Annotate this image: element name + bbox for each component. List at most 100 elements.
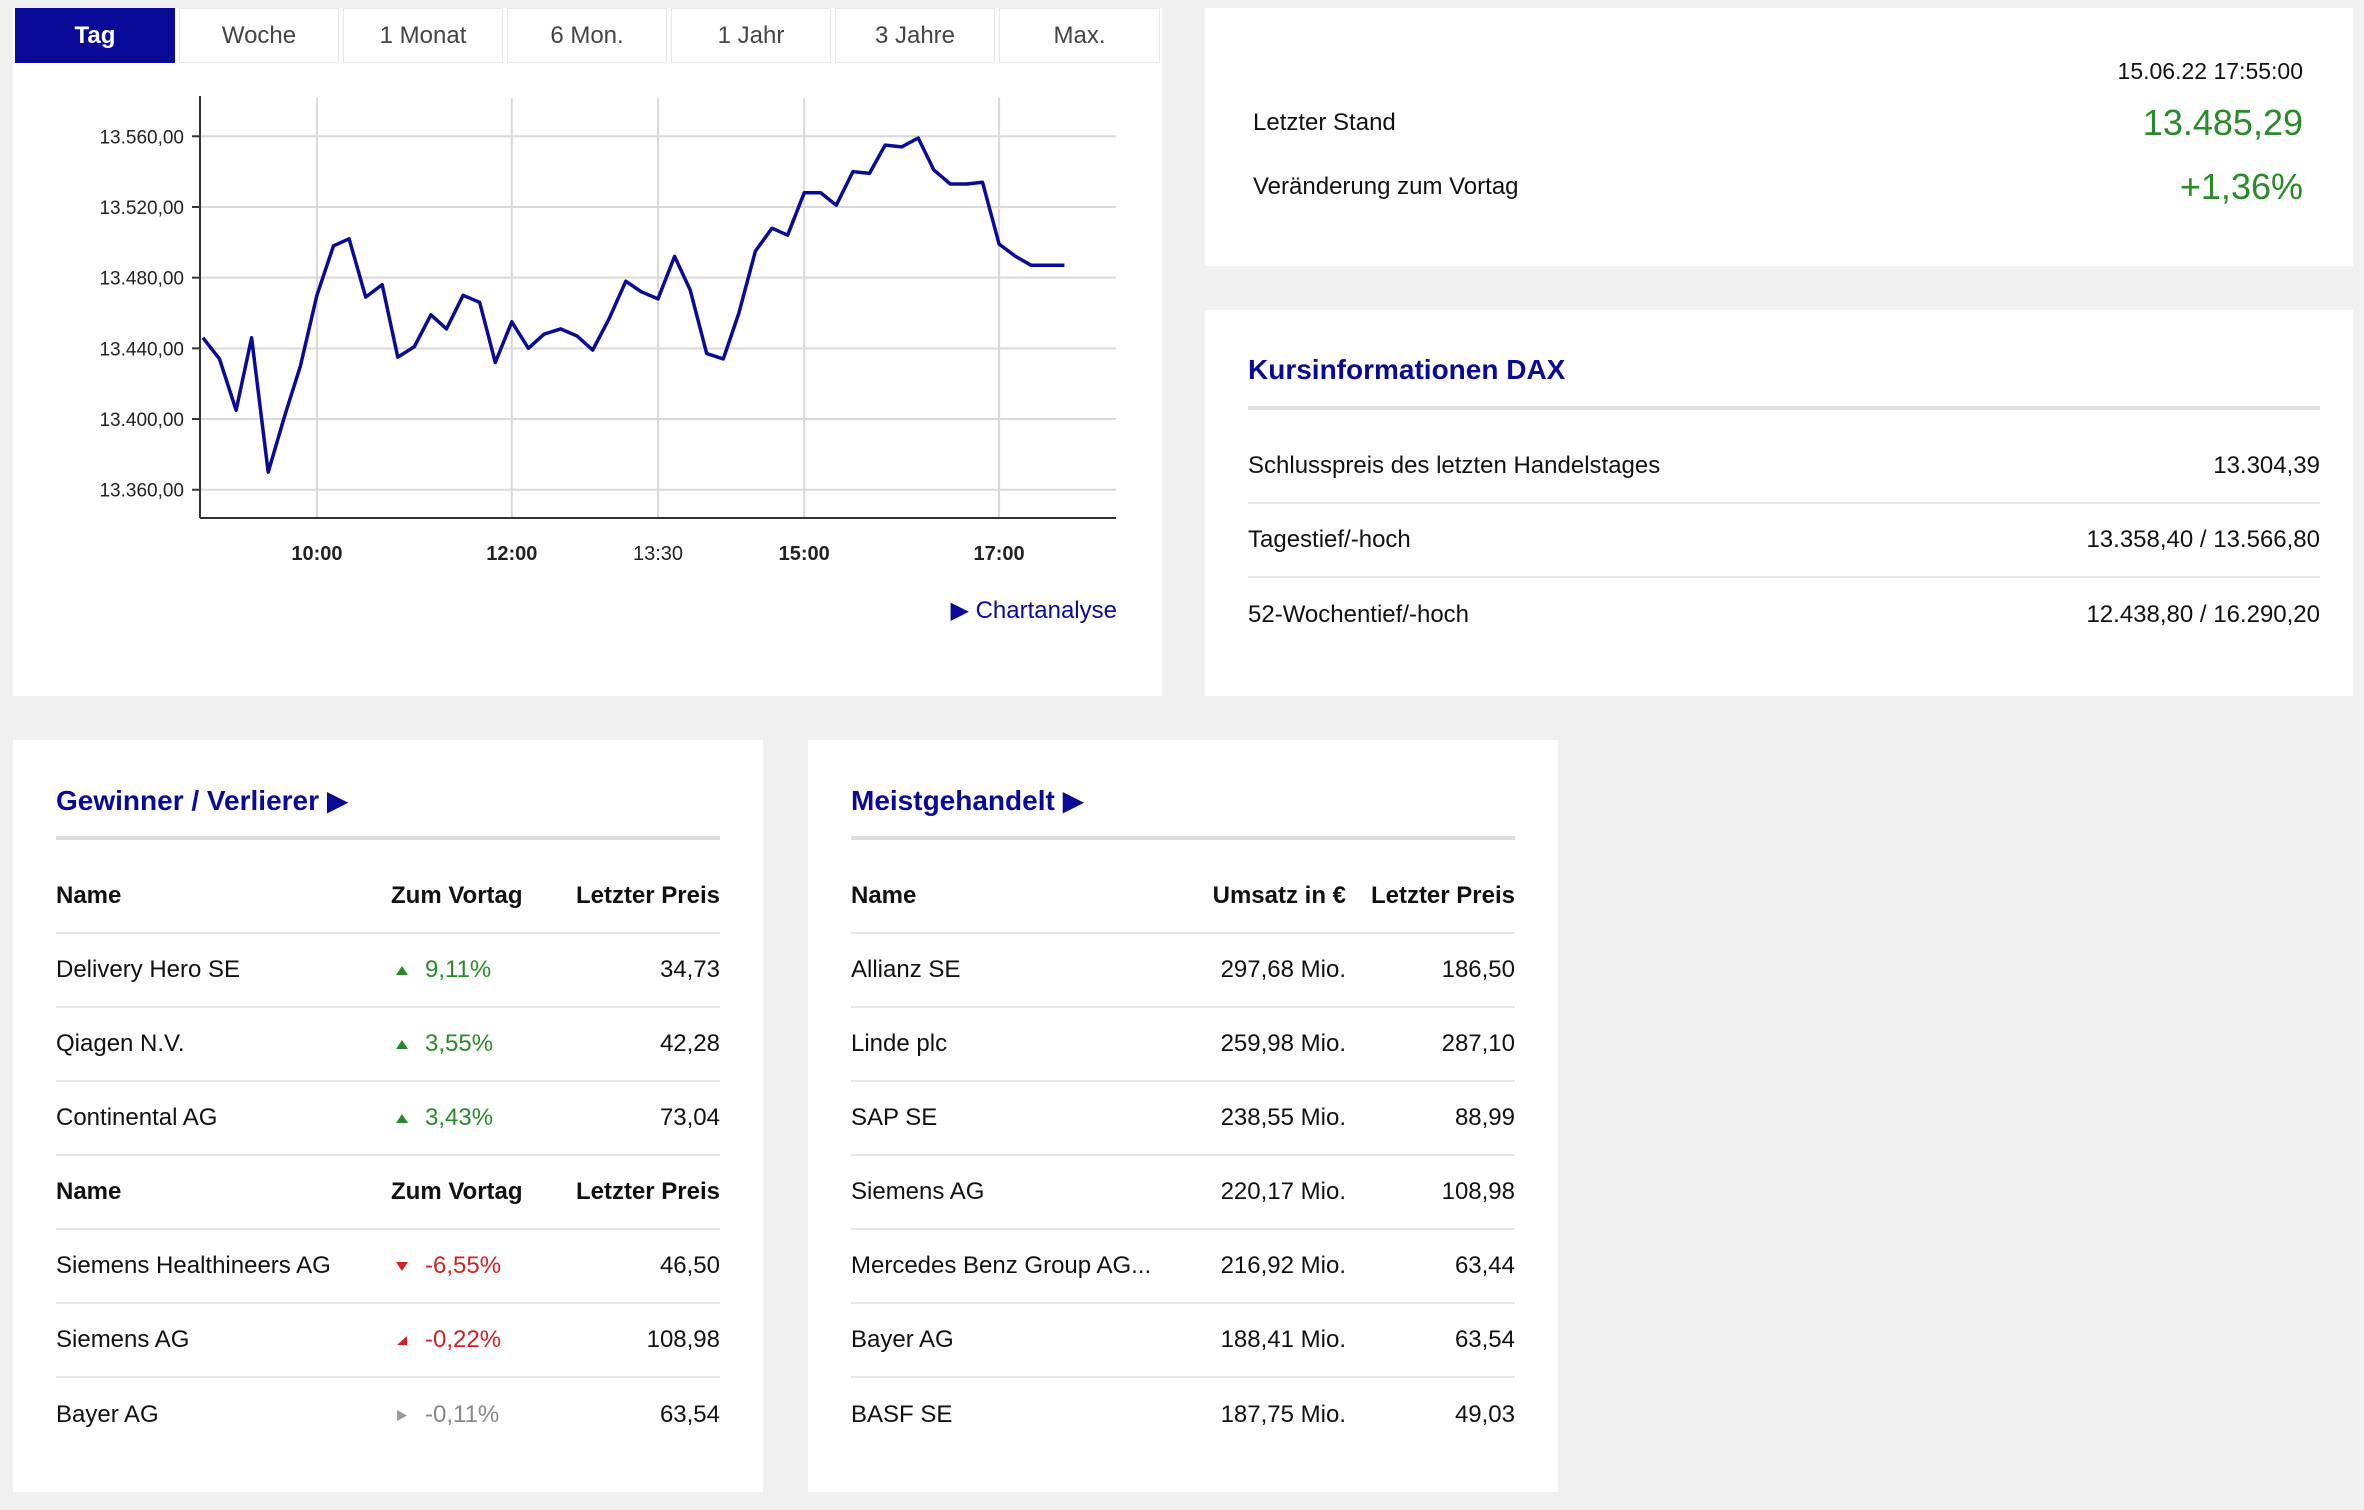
play-arrow-icon: ▶ bbox=[326, 785, 349, 816]
table-row[interactable]: BASF SE 187,75 Mio. 49,03 bbox=[851, 1378, 1515, 1452]
table-row[interactable]: SAP SE 238,55 Mio. 88,99 bbox=[851, 1082, 1515, 1156]
volume-value: 187,75 Mio. bbox=[1220, 1401, 1346, 1428]
y-tick-label: 13.360,00 bbox=[99, 481, 184, 502]
table-row[interactable]: Mercedes Benz Group AG... 216,92 Mio. 63… bbox=[851, 1230, 1515, 1304]
volume-value: 216,92 Mio. bbox=[1220, 1252, 1346, 1279]
y-tick-label: 13.440,00 bbox=[99, 339, 184, 360]
play-arrow-icon: ▶ bbox=[950, 597, 969, 624]
triangle-down-icon bbox=[396, 1262, 408, 1271]
stock-name: Mercedes Benz Group AG... bbox=[851, 1252, 1152, 1279]
title-divider bbox=[1248, 406, 2320, 410]
table-row[interactable]: Siemens AG 220,17 Mio. 108,98 bbox=[851, 1156, 1515, 1230]
volume-value: 238,55 Mio. bbox=[1220, 1104, 1346, 1131]
price-value: 42,28 bbox=[659, 1030, 720, 1057]
header-change: Zum Vortag bbox=[391, 1178, 523, 1205]
header-change: Zum Vortag bbox=[391, 882, 523, 909]
triangle-up-icon bbox=[396, 966, 408, 975]
price-value: 186,50 bbox=[1441, 956, 1515, 983]
table-row[interactable]: Bayer AG 188,41 Mio. 63,54 bbox=[851, 1304, 1515, 1378]
change-value: +1,36% bbox=[2179, 166, 2303, 207]
info-label: Tagestief/-hoch bbox=[1248, 526, 1411, 553]
table-header: Name Umsatz in € Letzter Preis bbox=[851, 860, 1515, 934]
stock-name: Delivery Hero SE bbox=[56, 956, 241, 983]
y-tick-label: 13.480,00 bbox=[99, 269, 184, 290]
table-row[interactable]: Qiagen N.V. 3,55% 42,28 bbox=[56, 1008, 720, 1082]
price-value: 46,50 bbox=[659, 1252, 720, 1279]
change-value: -0,11% bbox=[425, 1401, 500, 1428]
gainers-losers-title-link[interactable]: Gewinner / Verlierer ▶ bbox=[56, 784, 348, 817]
header-name: Name bbox=[56, 882, 122, 909]
info-row: Tagestief/-hoch 13.358,40 / 13.566,80 bbox=[1248, 504, 2320, 578]
header-name: Name bbox=[56, 1178, 122, 1205]
stock-name: Qiagen N.V. bbox=[56, 1030, 185, 1057]
change-label: Veränderung zum Vortag bbox=[1253, 173, 1519, 200]
tab-3-jahre[interactable]: 3 Jahre bbox=[835, 8, 995, 63]
stock-name: Bayer AG bbox=[56, 1401, 159, 1428]
table-row[interactable]: Allianz SE 297,68 Mio. 186,50 bbox=[851, 934, 1515, 1008]
price-line bbox=[201, 136, 1065, 474]
tab-max[interactable]: Max. bbox=[999, 8, 1160, 63]
volume-value: 297,68 Mio. bbox=[1220, 956, 1346, 983]
stock-name: Continental AG bbox=[56, 1104, 218, 1131]
last-price-value: 13.485,29 bbox=[2142, 102, 2303, 143]
stock-name: Allianz SE bbox=[851, 956, 961, 983]
tab-1-jahr[interactable]: 1 Jahr bbox=[671, 8, 831, 63]
table-row[interactable]: Bayer AG -0,11% 63,54 bbox=[56, 1378, 720, 1452]
stock-name: Siemens AG bbox=[56, 1326, 190, 1353]
price-value: 63,54 bbox=[659, 1401, 720, 1428]
info-value: 13.304,39 bbox=[2213, 452, 2320, 479]
stock-name: Bayer AG bbox=[851, 1326, 954, 1353]
header-name: Name bbox=[851, 882, 917, 909]
change-value: 3,55% bbox=[425, 1030, 494, 1057]
gainers-losers-table: Name Zum Vortag Letzter Preis Delivery H… bbox=[56, 860, 720, 1452]
table-row[interactable]: Siemens Healthineers AG -6,55% 46,50 bbox=[56, 1230, 720, 1304]
tab-woche[interactable]: Woche bbox=[179, 8, 339, 63]
change-value: -0,22% bbox=[425, 1326, 502, 1353]
volume-value: 188,41 Mio. bbox=[1220, 1326, 1346, 1353]
stock-name: Siemens Healthineers AG bbox=[56, 1252, 331, 1279]
table-row[interactable]: Delivery Hero SE 9,11% 34,73 bbox=[56, 934, 720, 1008]
price-value: 73,04 bbox=[659, 1104, 720, 1131]
info-row: Schlusspreis des letzten Handelstages 13… bbox=[1248, 430, 2320, 504]
last-price-label: Letzter Stand bbox=[1253, 109, 1396, 136]
price-value: 287,10 bbox=[1441, 1030, 1515, 1057]
title-divider bbox=[851, 836, 1515, 840]
triangle-down-right-icon bbox=[397, 1336, 407, 1345]
chartanalyse-link[interactable]: ▶ Chartanalyse bbox=[950, 596, 1117, 625]
info-value: 12.438,80 / 16.290,20 bbox=[2086, 601, 2320, 628]
change-value: 9,11% bbox=[425, 956, 492, 983]
info-label: 52-Wochentief/-hoch bbox=[1248, 601, 1470, 628]
tab-6-mon[interactable]: 6 Mon. bbox=[507, 8, 667, 63]
price-value: 34,73 bbox=[659, 956, 720, 983]
table-row[interactable]: Linde plc 259,98 Mio. 287,10 bbox=[851, 1008, 1515, 1082]
change-value: 3,43% bbox=[425, 1104, 494, 1131]
price-value: 63,54 bbox=[1454, 1326, 1515, 1353]
volume-value: 220,17 Mio. bbox=[1220, 1178, 1346, 1205]
gainers-losers-title: Gewinner / Verlierer bbox=[56, 785, 320, 816]
table-header: Name Zum Vortag Letzter Preis bbox=[56, 1156, 720, 1230]
info-row: 52-Wochentief/-hoch 12.438,80 / 16.290,2… bbox=[1248, 578, 2320, 652]
tab-tag[interactable]: Tag bbox=[15, 8, 175, 63]
gainers-losers-panel: Gewinner / Verlierer ▶ Name Zum Vortag L… bbox=[13, 740, 763, 1492]
x-tick-label: 17:00 bbox=[973, 543, 1024, 565]
stock-name: Linde plc bbox=[851, 1030, 948, 1057]
timeframe-tabs: Tag Woche 1 Monat 6 Mon. 1 Jahr 3 Jahre … bbox=[15, 8, 1160, 63]
price-info-title: Kursinformationen DAX bbox=[1248, 354, 1566, 385]
x-tick-label: 10:00 bbox=[291, 543, 342, 565]
price-value: 108,98 bbox=[1441, 1178, 1515, 1205]
header-price: Letzter Preis bbox=[575, 882, 720, 909]
most-traded-title-link[interactable]: Meistgehandelt ▶ bbox=[851, 784, 1084, 817]
table-row[interactable]: Siemens AG -0,22% 108,98 bbox=[56, 1304, 720, 1378]
x-tick-label: 13:30 bbox=[633, 543, 683, 565]
triangle-up-icon bbox=[396, 1114, 408, 1123]
tab-1-monat[interactable]: 1 Monat bbox=[343, 8, 503, 63]
most-traded-panel: Meistgehandelt ▶ Name Umsatz in € Letzte… bbox=[808, 740, 1558, 1492]
table-row[interactable]: Continental AG 3,43% 73,04 bbox=[56, 1082, 720, 1156]
volume-value: 259,98 Mio. bbox=[1220, 1030, 1346, 1057]
stock-name: Siemens AG bbox=[851, 1178, 985, 1205]
header-volume: Umsatz in € bbox=[1212, 882, 1346, 909]
price-value: 63,44 bbox=[1454, 1252, 1515, 1279]
info-label: Schlusspreis des letzten Handelstages bbox=[1248, 452, 1661, 479]
y-tick-label: 13.520,00 bbox=[99, 198, 184, 219]
change-value: -6,55% bbox=[425, 1252, 502, 1279]
